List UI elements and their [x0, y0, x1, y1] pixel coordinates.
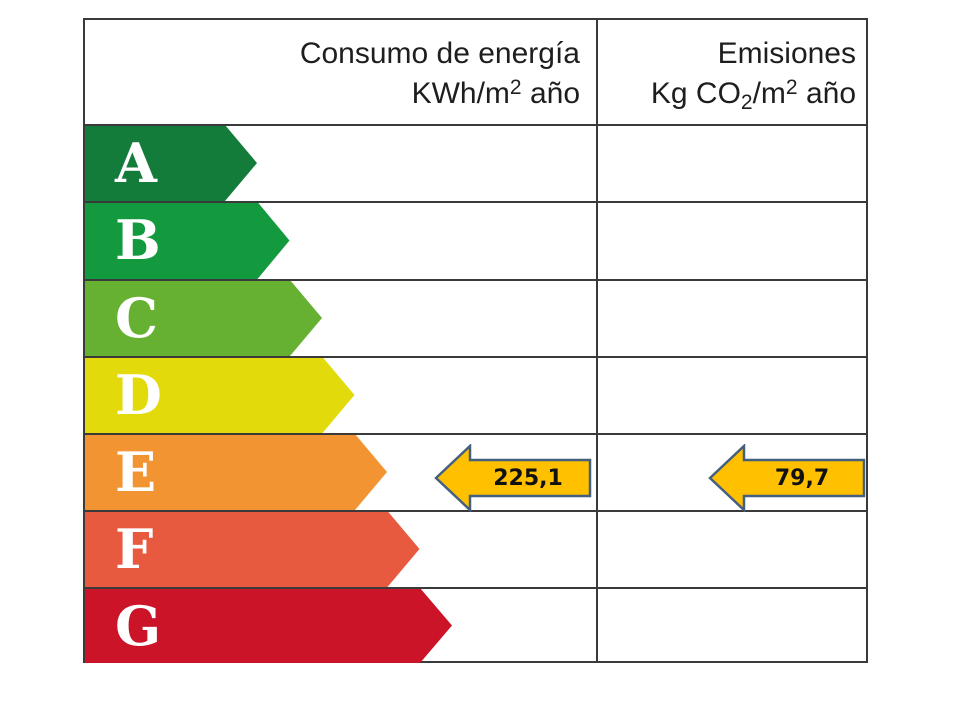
band-b: B: [85, 202, 290, 279]
band-letter: G: [115, 594, 163, 658]
band-f: F: [85, 511, 420, 587]
consumption-rating-arrow: 225,1: [434, 443, 594, 513]
row-divider: [85, 201, 866, 203]
row-divider: [85, 356, 866, 358]
band-g: G: [85, 588, 452, 663]
consumption-unit: KWh/m2 año: [411, 76, 580, 110]
emissions-rating-arrow: 79,7: [708, 443, 868, 513]
row-divider: [85, 124, 866, 126]
band-arrow-shape: [85, 434, 387, 510]
band-arrow-shape: [85, 588, 452, 663]
band-letter: E: [115, 440, 158, 504]
arrow-left-icon: [708, 443, 866, 513]
band-arrow-shape: [85, 280, 322, 356]
band-d: D: [85, 357, 355, 433]
band-letter: A: [115, 131, 158, 195]
row-divider: [85, 279, 866, 281]
band-arrow-shape: [85, 202, 290, 279]
emissions-header: Emisiones Kg CO2/m2 año: [598, 20, 868, 126]
column-divider: [596, 20, 598, 661]
band-a: A: [85, 125, 257, 201]
consumption-header: Consumo de energía KWh/m2 año: [85, 20, 596, 126]
emissions-value: 79,7: [774, 465, 830, 491]
emissions-title: Emisiones: [717, 37, 856, 70]
consumption-value: 225,1: [493, 465, 563, 491]
emissions-unit: Kg CO2/m2 año: [650, 76, 856, 114]
band-arrow-shape: [85, 511, 420, 587]
band-c: C: [85, 280, 322, 356]
energy-label-table: Consumo de energía KWh/m2 año Emisiones …: [83, 18, 868, 663]
band-arrow-shape: [85, 125, 257, 201]
band-letter: B: [115, 208, 162, 272]
row-divider: [85, 433, 866, 435]
consumption-title: Consumo de energía: [299, 37, 580, 70]
arrow-left-icon: [434, 443, 592, 513]
band-arrow-shape: [85, 357, 355, 433]
band-letter: D: [115, 363, 163, 427]
row-divider: [85, 587, 866, 589]
row-divider: [85, 510, 866, 512]
band-letter: F: [115, 517, 155, 581]
band-e: E: [85, 434, 387, 510]
band-letter: C: [115, 286, 159, 350]
